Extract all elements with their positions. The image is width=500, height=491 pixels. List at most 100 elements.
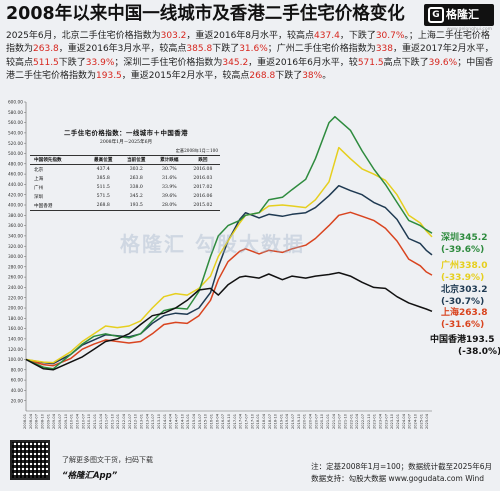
qr-code[interactable]	[10, 440, 50, 480]
table-row: 上海 385.8 263.8 31.6% 2016.03	[30, 174, 220, 183]
y-tick-label: 60.00	[11, 378, 24, 384]
series-end-label: 北京303.2	[441, 283, 487, 295]
line-chart: 20.00 40.00 60.00 80.00 100.00 120.00 140.00 16…	[8, 100, 500, 429]
y-tick-label: 440.00	[8, 182, 23, 188]
x-tick-label: 2013-04	[145, 413, 149, 429]
x-tick-label: 2012-07	[128, 414, 132, 429]
x-tick-label: 2008-01	[23, 414, 27, 429]
summary-text: ；广州二手住宅价格指数为	[267, 44, 376, 55]
logo-text: 格隆汇	[446, 8, 479, 21]
footer-note: 注：定基2008年1月=100；数据统计截至2025年6月 数据支持：勾股大数据…	[311, 461, 492, 485]
footer-hint: 了解更多图文干货，扫码下载	[62, 456, 153, 464]
summary-text: ；深圳二手住宅价格指数为	[114, 57, 223, 68]
table-cell: 571.5	[96, 194, 110, 199]
summary-value: 39.6%	[428, 57, 458, 68]
y-tick-label: 120.00	[8, 347, 23, 353]
x-tick-label: 2011-01	[93, 414, 97, 429]
x-tick-label: 2025-04	[425, 413, 429, 429]
x-tick-label: 2024-01	[396, 414, 400, 429]
x-tick-label: 2016-07	[221, 414, 225, 429]
table-note: 定基2008年1月＝100	[175, 148, 218, 153]
table-cell: 338.0	[129, 185, 143, 190]
series-end-change: (-39.6%)	[441, 245, 484, 255]
x-tick-label: 2009-07	[58, 414, 62, 429]
table-header-cell: 累计跌幅	[152, 155, 186, 165]
x-tick-label: 2014-07	[175, 414, 179, 429]
y-tick-label: 520.00	[8, 141, 23, 147]
x-tick-label: 2009-04	[52, 413, 56, 429]
summary-text: 高点下跌了	[383, 57, 429, 68]
y-tick-label: 340.00	[8, 234, 23, 240]
table-header-cell: 中国领先指数	[30, 155, 87, 165]
summary-text: 2025年6月，北京二手住宅价格指数为	[6, 31, 161, 41]
x-tick-label: 2022-04	[355, 413, 359, 429]
table-cell: 广州	[34, 185, 44, 191]
y-tick-label: 20.00	[11, 398, 24, 404]
y-tick-label: 460.00	[8, 172, 23, 178]
x-tick-label: 2012-04	[122, 413, 126, 429]
table-header-cell: 当前位置	[119, 155, 153, 165]
x-tick-label: 2015-10	[204, 413, 208, 429]
table-cell: 39.6%	[162, 194, 177, 199]
x-tick-label: 2016-01	[209, 414, 213, 429]
x-tick-label: 2019-10	[297, 413, 301, 429]
summary-text: 。	[322, 70, 332, 81]
brand-logo: G 格隆汇	[424, 4, 494, 26]
summary-value: 437.4	[314, 31, 340, 41]
x-tick-label: 2011-04	[99, 413, 103, 429]
summary-paragraph: 2025年6月，北京二手住宅价格指数为303.2，重返2016年8月水平，较高点…	[6, 30, 494, 83]
table-header-cell: 跌回	[185, 155, 220, 165]
table-cell: 33.9%	[162, 185, 177, 190]
x-tick-label: 2011-07	[105, 414, 109, 429]
table-cell: 2016.03	[193, 176, 213, 181]
summary-table: 中国领先指数 最高位置 当前位置 累计跌幅 跌回 北京 437.4 303.2 30.7% 20…	[30, 155, 220, 211]
x-tick-label: 2008-07	[35, 414, 39, 429]
summary-value: 385.8	[186, 44, 213, 55]
x-tick-label: 2014-04	[169, 413, 173, 429]
chart-title: 2008年以来中国一线城市及香港二手住宅价格变化	[6, 4, 405, 24]
x-tick-label: 2024-10	[413, 413, 417, 429]
y-tick-label: 80.00	[11, 367, 24, 373]
series-end-change: (-38.0%)	[458, 347, 500, 357]
table-header-cell: 最高位置	[86, 155, 120, 165]
series-end-change: (-33.9%)	[441, 273, 484, 283]
x-tick-label: 2010-10	[87, 413, 91, 429]
y-tick-label: 220.00	[8, 295, 23, 301]
series-line-中国香港	[25, 271, 433, 371]
summary-text: ，重返2016年3月水平，较高点	[58, 44, 187, 55]
x-tick-label: 2025-01	[419, 414, 423, 429]
table-cell: 30.7%	[162, 167, 177, 172]
table-cell: 中国香港	[30, 201, 87, 211]
x-tick-label: 2021-10	[344, 413, 348, 429]
table-cell: 2016.06	[193, 194, 213, 199]
y-tick-label: 360.00	[8, 223, 23, 229]
x-tick-label: 2016-04	[215, 413, 219, 429]
table-cell: 193.5	[119, 201, 153, 211]
x-tick-label: 2019-04	[285, 413, 289, 429]
table-cell: 31.6%	[162, 176, 177, 181]
summary-text: 下跌了	[275, 70, 303, 81]
table-cell: 2017.02	[193, 185, 213, 190]
series-end-label: 中国香港193.5	[430, 333, 494, 345]
x-tick-label: 2012-01	[116, 414, 120, 429]
summary-value: 303.2	[160, 31, 187, 41]
footer-app-name: “格隆汇App”	[62, 471, 118, 481]
table-row: 深圳 571.5 345.2 39.6% 2016.06	[30, 192, 220, 201]
series-line-广州	[25, 146, 433, 364]
x-tick-label: 2017-10	[250, 413, 254, 429]
x-tick-label: 2017-07	[244, 414, 248, 429]
summary-value: 31.6%	[239, 44, 268, 55]
x-tick-label: 2022-01	[349, 414, 353, 429]
x-tick-label: 2023-07	[384, 414, 388, 429]
x-tick-label: 2010-01	[70, 414, 74, 429]
summary-text: 下跌了	[212, 44, 240, 55]
y-tick-label: 300.00	[8, 254, 23, 260]
x-tick-label: 2023-10	[390, 413, 394, 429]
x-tick-label: 2021-07	[338, 414, 342, 429]
y-tick-label: 160.00	[8, 326, 23, 332]
y-tick-label: 180.00	[8, 316, 23, 322]
y-tick-label: 600.00	[8, 100, 23, 106]
summary-text: ，重返2015年2月水平，较高点	[121, 70, 250, 81]
x-tick-label: 2018-10	[274, 413, 278, 429]
y-tick-label: 40.00	[11, 388, 24, 394]
